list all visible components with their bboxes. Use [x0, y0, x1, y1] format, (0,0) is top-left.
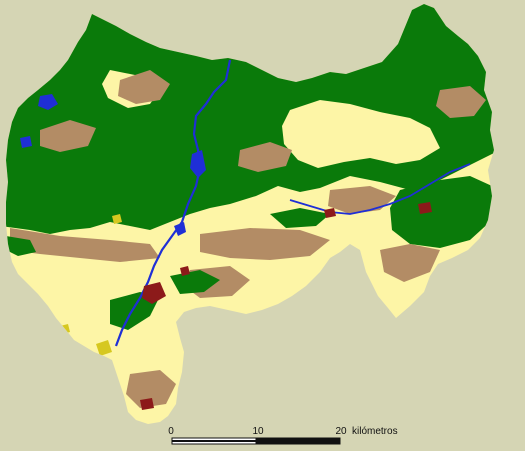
scale-segment-right — [255, 437, 341, 445]
scrub-area — [118, 70, 170, 104]
urban-area — [418, 202, 432, 214]
scrub-area — [40, 120, 96, 152]
scrub-area — [10, 228, 160, 262]
river — [114, 59, 232, 347]
scrub-area — [380, 244, 440, 282]
forest-area — [110, 292, 160, 330]
forest-area — [270, 208, 330, 228]
urban-area — [140, 398, 154, 410]
scale-unit-label: kilómetros — [352, 426, 398, 437]
farmland-area — [282, 100, 440, 168]
scale-inner-band — [172, 440, 256, 442]
scrub-area — [238, 142, 292, 172]
other-area — [112, 214, 122, 224]
reservoir — [20, 136, 32, 148]
forest-area — [6, 236, 36, 256]
scrub-area — [436, 86, 486, 118]
reservoir — [174, 222, 186, 236]
forest-area — [390, 176, 492, 248]
forest-area — [170, 270, 220, 294]
scrub-area — [126, 370, 176, 408]
scale-label-10: 10 — [252, 426, 264, 437]
forest-area — [6, 4, 494, 234]
other-area — [96, 340, 112, 356]
urban-area — [142, 282, 166, 304]
urban-area — [180, 266, 190, 276]
scale-label-20: 20 — [335, 426, 347, 437]
scrub-area — [200, 228, 330, 260]
river — [289, 163, 471, 215]
reservoir — [38, 94, 58, 110]
scale-bar: 0 10 20 kilómetros — [168, 426, 398, 445]
urban-area — [324, 208, 336, 218]
reservoir — [190, 150, 206, 178]
scale-label-0: 0 — [168, 426, 174, 437]
